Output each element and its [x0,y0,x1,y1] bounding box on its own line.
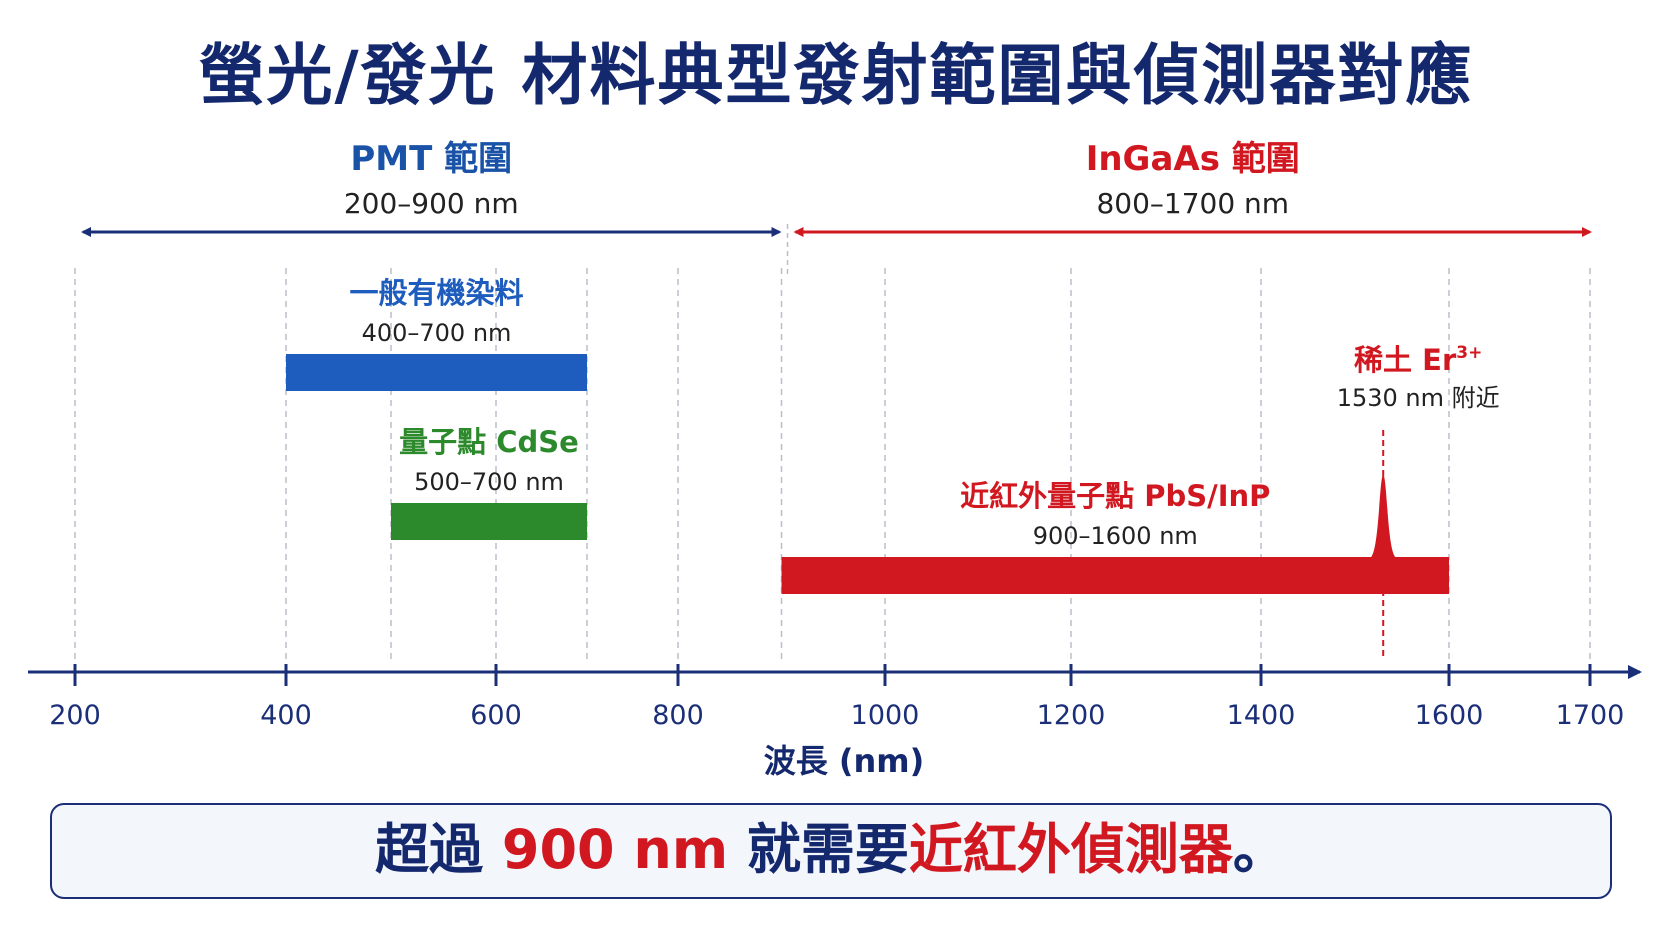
x-tick-label-1700: 1700 [1556,700,1625,731]
grid-lines [74,268,1591,660]
peak-label-0: 1530 nm 附近 [1337,384,1500,412]
material-name-2: 近紅外量子點 PbS/InP [960,479,1270,513]
material-name-1: 量子點 CdSe [399,425,579,459]
conclusion-highlight-wavelength: 900 nm [501,818,729,881]
detector-name-0: PMT 範圍 [350,139,512,179]
material-range-label-0: 400–700 nm [362,319,512,347]
detector-range-label-0: 200–900 nm [344,187,519,220]
material-bar-0 [286,354,587,391]
material-name-0: 一般有機染料 [349,276,523,310]
x-tick-label-200: 200 [49,700,101,731]
detector-name-1: InGaAs 範圍 [1086,139,1300,179]
x-tick-label-1600: 1600 [1415,700,1484,731]
x-tick-label-1200: 1200 [1037,700,1106,731]
x-axis-label: 波長 (nm) [764,742,925,780]
conclusion-highlight-detector: 近紅外偵測器 [908,818,1233,881]
conclusion-text-3: 。 [1232,818,1287,881]
peak-shape-0 [1371,474,1396,557]
x-tick-label-600: 600 [470,700,522,731]
x-tick-label-1400: 1400 [1227,700,1296,731]
material-bars: 一般有機染料 400–700 nm 量子點 CdSe 500–700 nm 近紅外量子點… [286,276,1500,660]
conclusion-text-2: 就需要 [728,818,909,881]
material-range-label-1: 500–700 nm [414,468,564,496]
peak-name-0: 稀土 Er3+ [1354,343,1482,377]
conclusion-text-1: 超過 [375,818,502,881]
page-title: 螢光/發光 材料典型發射範圍與偵測器對應 [198,37,1474,114]
x-tick-label-1000: 1000 [851,700,920,731]
detector-ranges: PMT 範圍 200–900 nm InGaAs 範圍 800–1700 nm [81,139,1592,276]
detector-range-label-1: 800–1700 nm [1096,187,1289,220]
material-bar-2 [781,557,1449,594]
material-bar-1 [391,503,587,540]
x-tick-label-400: 400 [260,700,312,731]
material-range-label-2: 900–1600 nm [1033,522,1198,550]
x-axis: 200 400 600 800 1000 1200 1400 1600 1700 波長 (nm) [28,664,1642,780]
x-tick-label-800: 800 [652,700,704,731]
conclusion-box: 超過 900 nm 就需要近紅外偵測器。 [50,803,1612,899]
